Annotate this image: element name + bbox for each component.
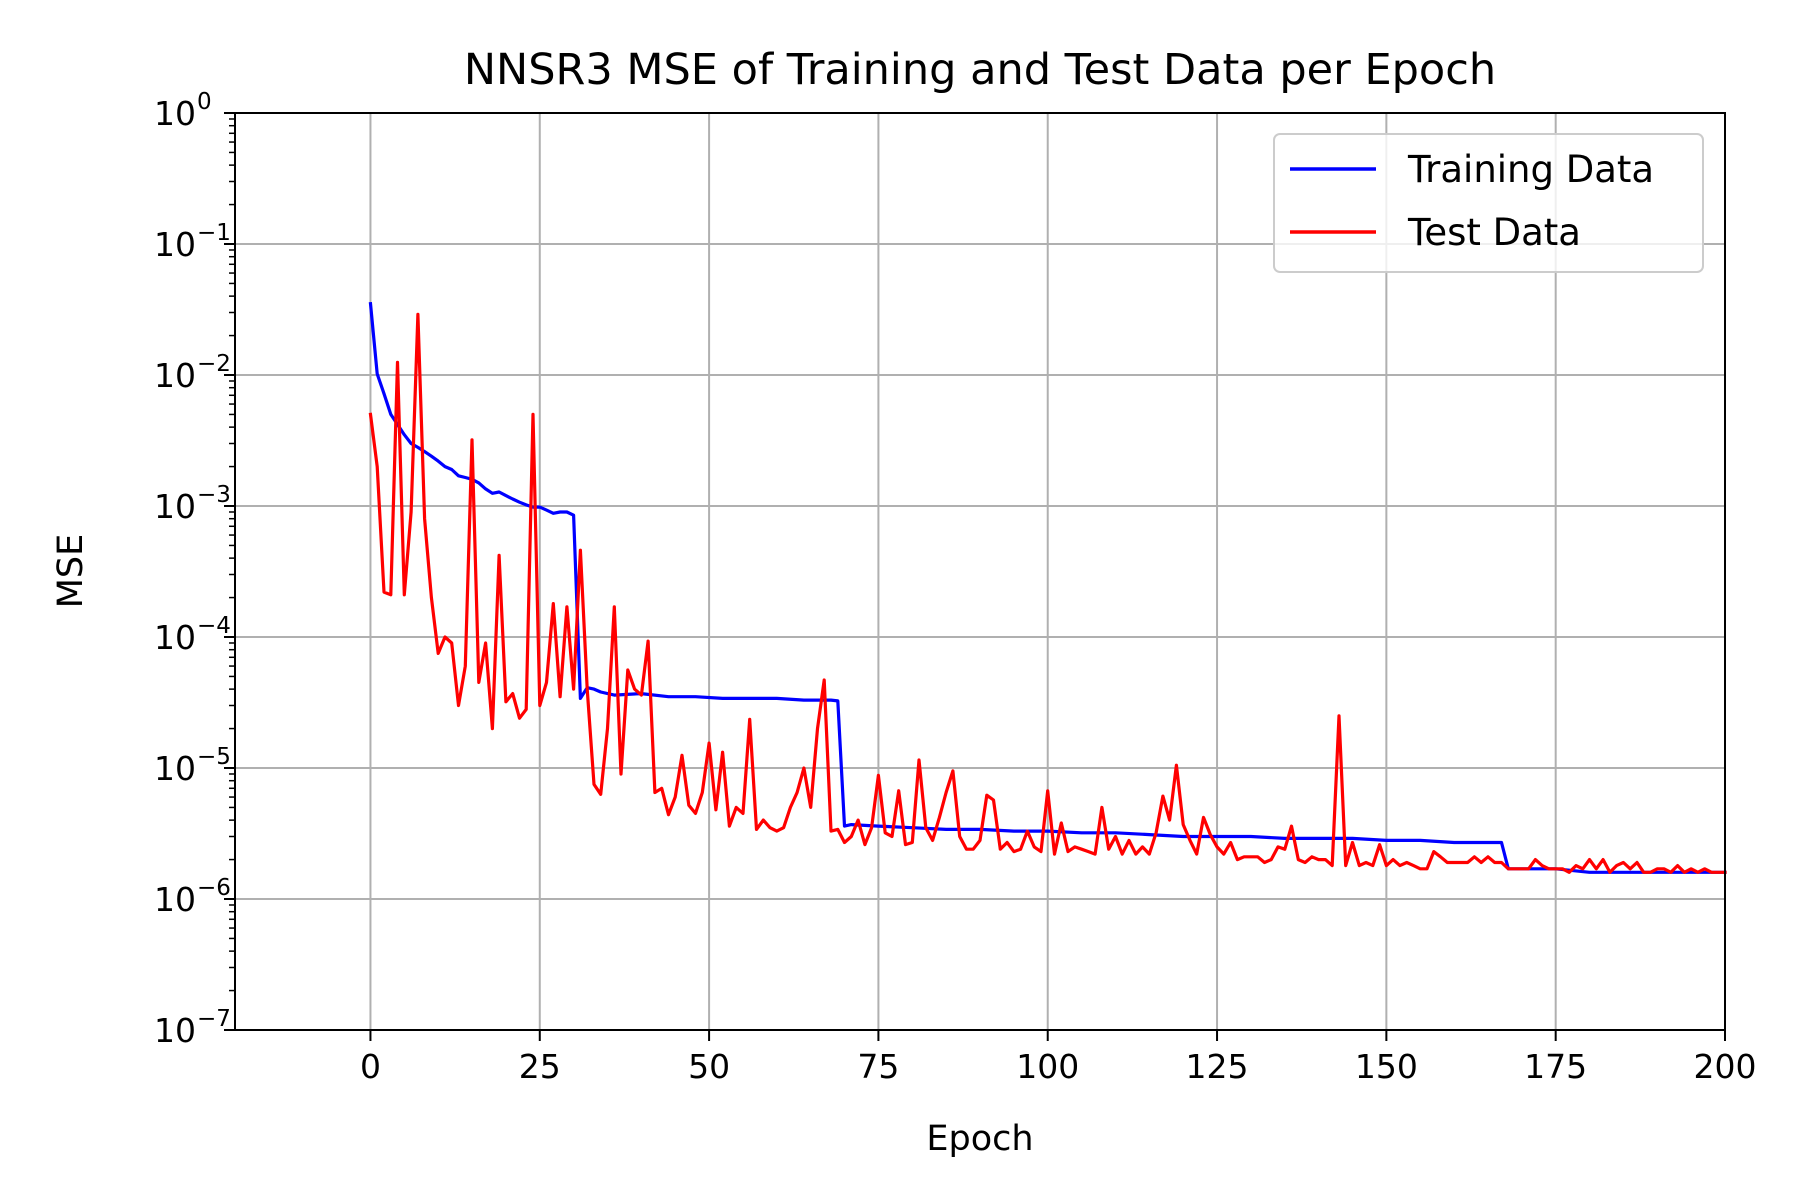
y-tick-label: 10 −1 xyxy=(154,220,231,264)
y-tick-label: 10 −2 xyxy=(154,351,231,395)
y-tick-exponent: −4 xyxy=(197,613,231,639)
y-tick-base: 10 xyxy=(154,880,196,919)
y-axis-label: MSE xyxy=(51,534,91,609)
series-line-1 xyxy=(368,312,1727,874)
x-tick-label: 100 xyxy=(1016,1047,1079,1086)
y-tick-exponent: −1 xyxy=(197,220,231,246)
grid-lines xyxy=(235,113,1726,1030)
y-tick-base: 10 xyxy=(154,618,196,657)
y-tick-base: 10 xyxy=(154,1011,196,1050)
y-tick-exponent: −5 xyxy=(197,744,231,770)
y-tick-base: 10 xyxy=(154,225,196,264)
y-tick-base: 10 xyxy=(154,94,196,133)
y-tick-label: 10 −7 xyxy=(154,1006,231,1050)
legend-box xyxy=(1273,133,1704,273)
y-tick-exponent: −2 xyxy=(197,351,231,377)
x-tick-label: 175 xyxy=(1524,1047,1587,1086)
x-axis-label: Epoch xyxy=(926,1119,1033,1159)
y-tick-label: 10 0 xyxy=(154,89,212,133)
y-tick-exponent: −7 xyxy=(197,1006,231,1032)
x-tick-label: 0 xyxy=(360,1047,381,1086)
y-tick-label: 10 −5 xyxy=(154,744,231,788)
series-line-0 xyxy=(368,301,1727,874)
legend: Training Data Test Data xyxy=(1273,133,1704,273)
x-tick-label: 75 xyxy=(857,1047,899,1086)
y-tick-base: 10 xyxy=(154,487,196,526)
y-tick-exponent: −3 xyxy=(197,482,231,508)
y-tick-exponent: −6 xyxy=(197,875,231,901)
y-tick-label: 10 −3 xyxy=(154,482,231,526)
x-tick-label: 125 xyxy=(1186,1047,1249,1086)
y-tick-exponent: 0 xyxy=(197,89,212,115)
y-tick-label: 10 −4 xyxy=(154,613,231,657)
plot-frame xyxy=(234,112,1726,1031)
y-tick-label: 10 −6 xyxy=(154,875,231,919)
legend-label-0: Training Data xyxy=(1407,148,1654,191)
series-lines xyxy=(368,301,1727,874)
x-tick-label: 50 xyxy=(688,1047,730,1086)
chart-title: NNSR3 MSE of Training and Test Data per … xyxy=(464,45,1496,95)
x-tick-label: 150 xyxy=(1355,1047,1418,1086)
x-tick-label: 25 xyxy=(519,1047,561,1086)
y-tick-base: 10 xyxy=(154,356,196,395)
legend-label-1: Test Data xyxy=(1407,211,1581,254)
x-tick-label: 200 xyxy=(1694,1047,1757,1086)
y-tick-base: 10 xyxy=(154,749,196,788)
